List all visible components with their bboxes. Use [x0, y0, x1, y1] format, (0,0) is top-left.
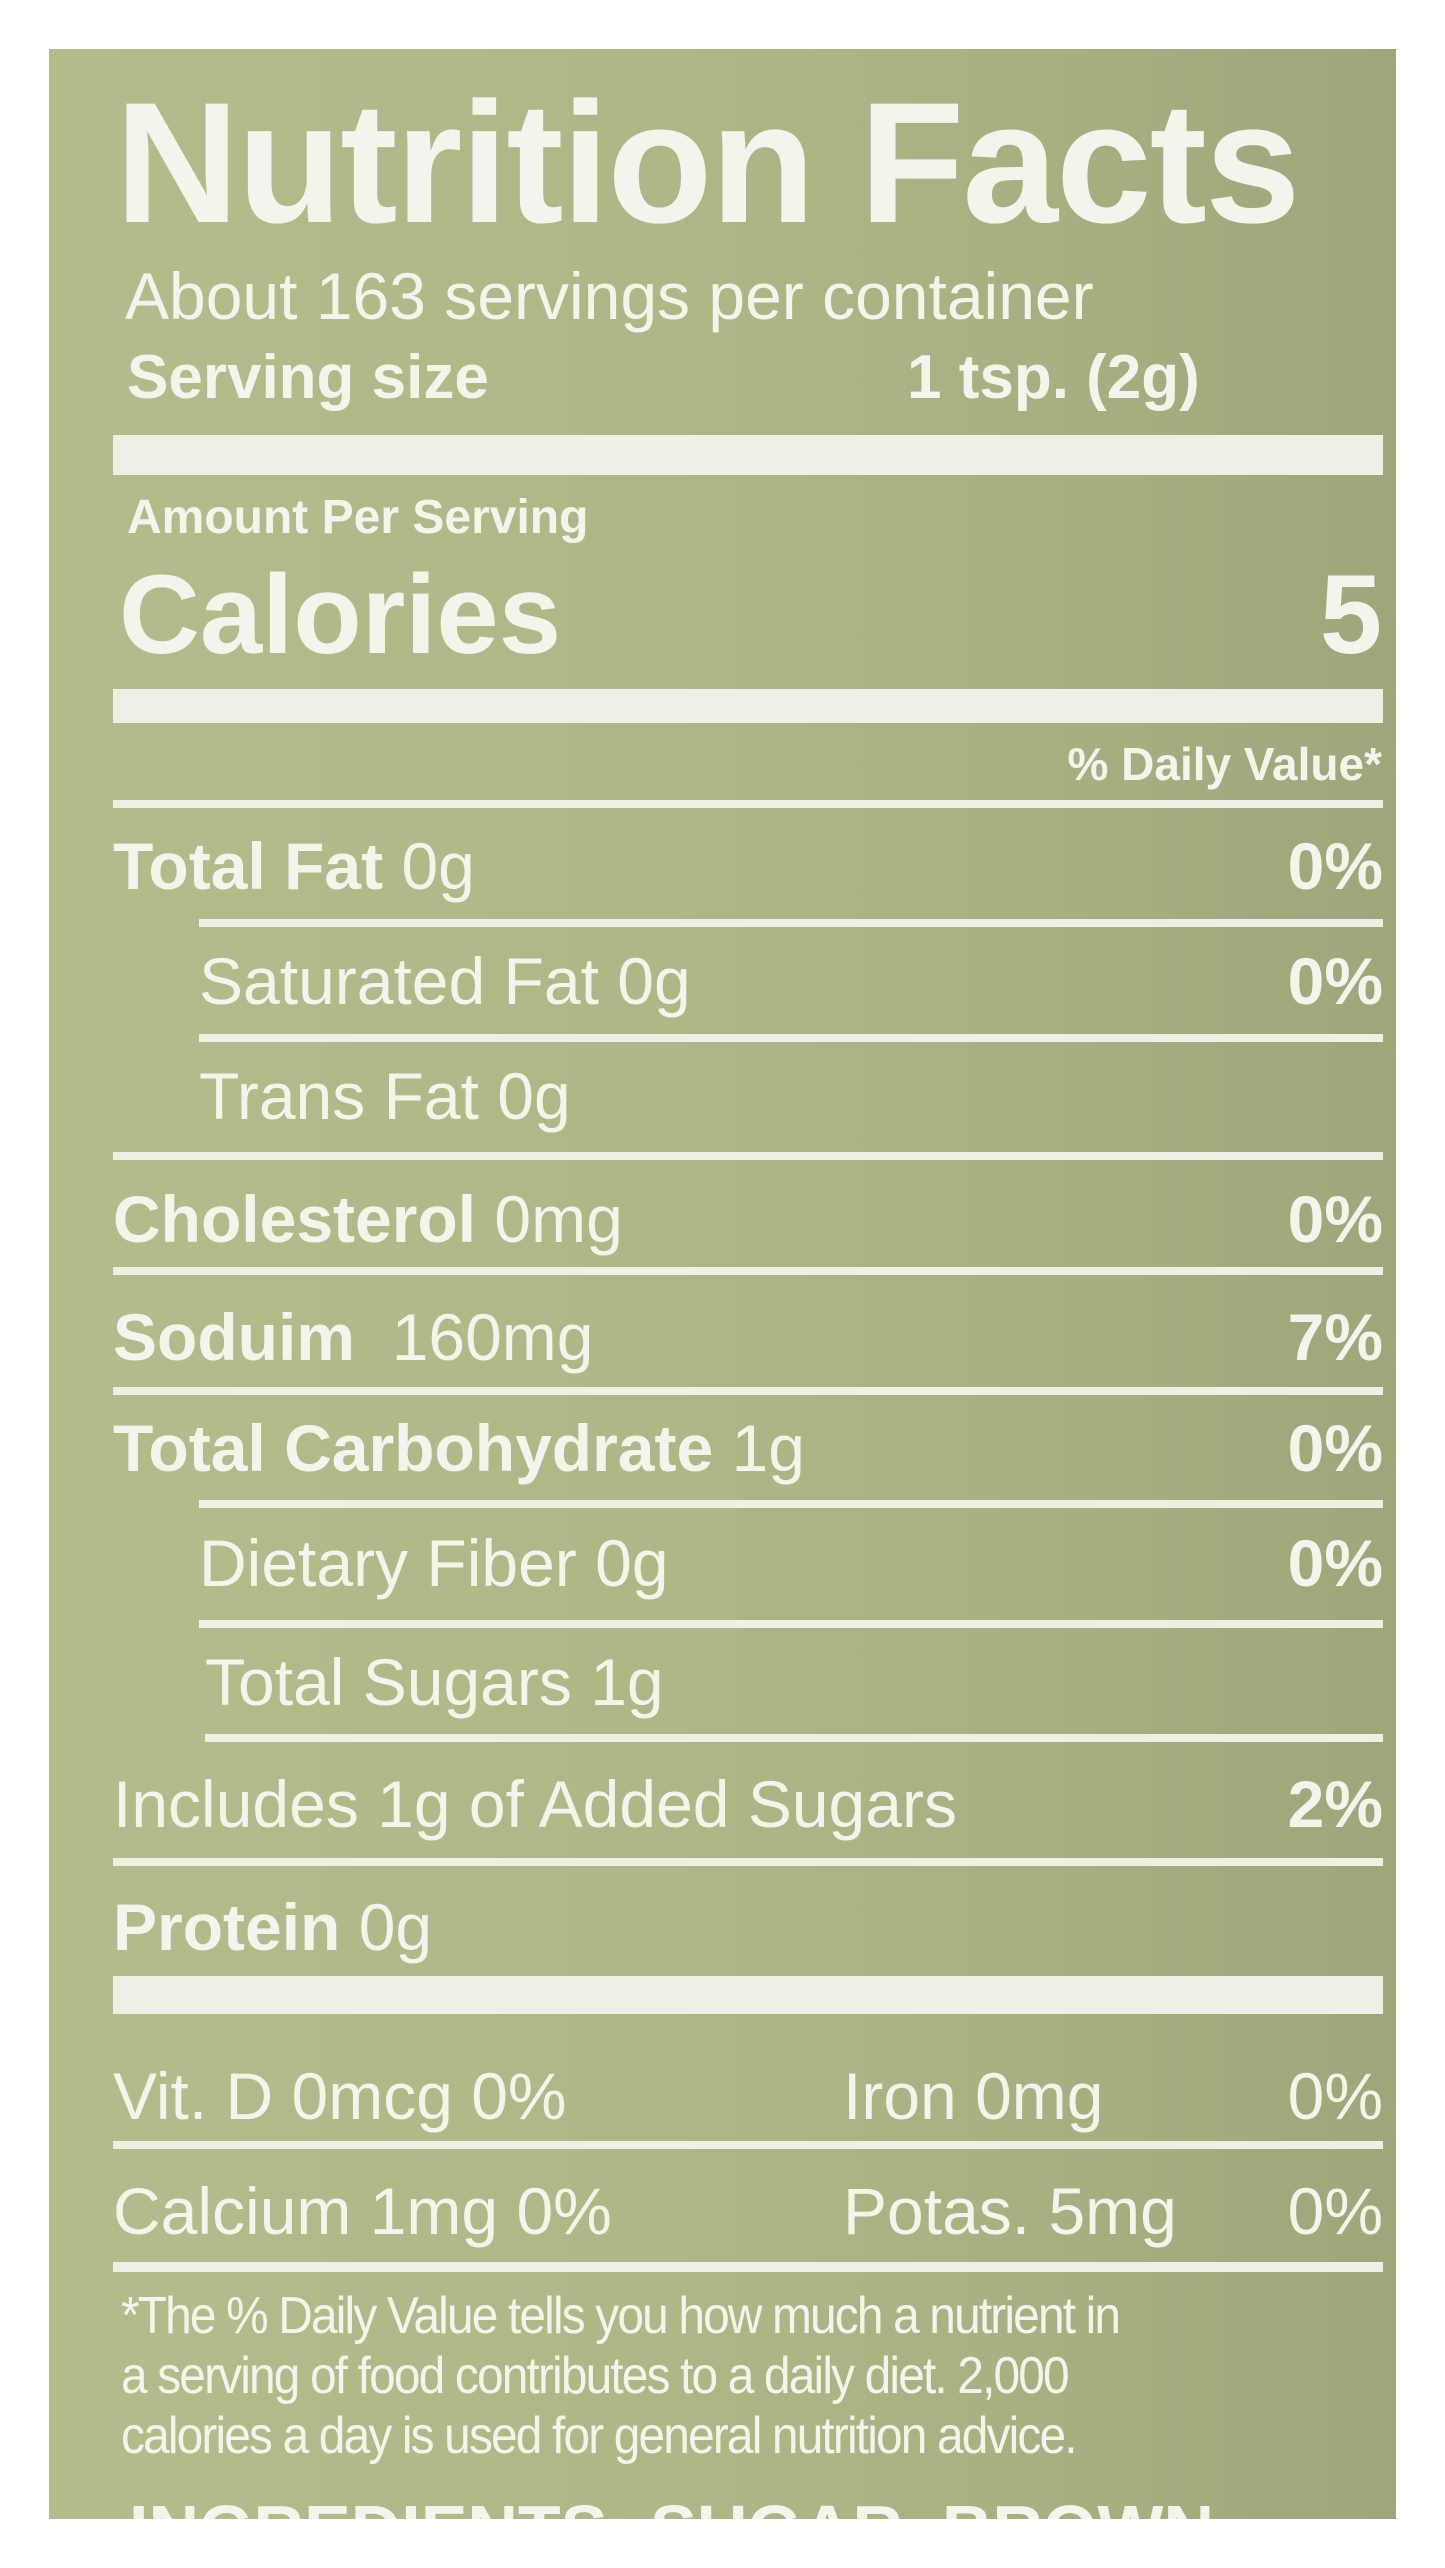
divider	[113, 1267, 1383, 1275]
footnote-line: *The % Daily Value tells you how much a …	[121, 2287, 1121, 2345]
nutrient-row: Cholesterol 0mg 0%	[113, 1182, 1383, 1256]
footnote-line: a serving of food contributes to a daily…	[121, 2347, 1070, 2405]
nutrient-row: Total Carbohydrate 1g 0%	[113, 1411, 1383, 1485]
divider	[113, 2262, 1383, 2272]
nutrient-row: Includes 1g of Added Sugars 2%	[113, 1767, 1383, 1841]
thick-divider	[113, 435, 1383, 475]
daily-value-header: % Daily Value*	[1067, 738, 1383, 790]
divider	[113, 800, 1383, 808]
serving-size-label: Serving size	[127, 343, 489, 412]
nutrient-row: Soduim 160mg 7%	[113, 1300, 1383, 1374]
thick-divider	[113, 1976, 1383, 2014]
footnote-line: calories a day is used for general nutri…	[121, 2407, 1078, 2465]
divider	[113, 1858, 1383, 1866]
vitamin-row: Vit. D 0mcg 0% Iron 0mg 0%	[113, 2059, 1383, 2133]
title: Nutrition Facts	[115, 67, 1301, 259]
divider	[113, 2141, 1383, 2149]
divider	[113, 1152, 1383, 1160]
servings-per-container: About 163 servings per container	[125, 259, 1094, 333]
thick-divider	[113, 689, 1383, 723]
divider	[113, 1387, 1383, 1395]
nutrient-row: Protein 0g	[113, 1890, 433, 1964]
serving-size-value: 1 tsp. (2g)	[907, 343, 1200, 412]
divider	[205, 1734, 1383, 1742]
divider	[199, 1620, 1383, 1628]
nutrient-row: Trans Fat 0g	[199, 1059, 571, 1133]
calories-label: Calories	[119, 552, 561, 677]
nutrient-row: Total Sugars 1g	[205, 1645, 664, 1719]
amount-per-serving: Amount Per Serving	[127, 491, 589, 544]
divider	[199, 1500, 1383, 1508]
divider	[199, 1034, 1383, 1042]
vitamin-row: Calcium 1mg 0% Potas. 5mg 0%	[113, 2174, 1383, 2248]
ingredients-partial: INGREDIENTS: SUGAR, BROWN	[129, 2495, 1214, 2519]
divider	[199, 919, 1383, 927]
calories-value: 5	[1319, 552, 1382, 677]
nutrient-row: Dietary Fiber 0g 0%	[199, 1526, 1383, 1600]
nutrient-row: Saturated Fat 0g 0%	[199, 944, 1383, 1018]
nutrition-facts-panel: Nutrition Facts About 163 servings per c…	[49, 49, 1396, 2519]
nutrient-row: Total Fat 0g 0%	[113, 829, 1383, 903]
